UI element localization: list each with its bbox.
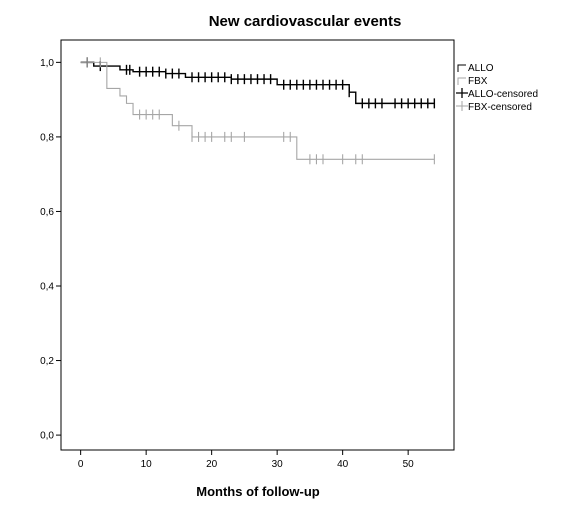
x-tick-label: 0 [78,459,84,470]
legend: ALLO FBX ALLO-censored FBX-censored [456,63,538,113]
legend-item-allo-censored: ALLO-censored [456,88,538,100]
x-tick-label: 40 [337,459,349,470]
legend-label-allo-censored: ALLO-censored [468,89,538,100]
x-tick-label: 30 [272,459,284,470]
legend-label-fbx-censored: FBX-censored [468,102,532,113]
legend-swatch-fbx-censored [456,101,468,111]
y-tick-label: 0,8 [40,132,54,143]
x-tick-label: 10 [141,459,153,470]
legend-item-fbx-censored: FBX-censored [456,101,532,113]
legend-item-fbx: FBX [457,76,488,87]
legend-swatch-fbx [457,77,466,85]
axis-ticks: 0,0 0,2 0,4 0,6 0,8 1,0 0 10 20 30 40 50 [40,58,414,470]
x-tick-label: 50 [403,459,415,470]
legend-label-allo: ALLO [468,63,494,74]
legend-label-fbx: FBX [468,76,488,87]
legend-swatch-allo [457,64,466,72]
legend-item-allo: ALLO [457,63,494,74]
y-tick-label: 0,0 [40,431,54,442]
y-tick-label: 1,0 [40,58,54,69]
x-axis-label: Months of follow-up [196,484,320,499]
y-tick-label: 0,2 [40,356,54,367]
y-tick-label: 0,4 [40,282,54,293]
censor-marks [86,57,436,165]
y-tick-label: 0,6 [40,207,54,218]
chart-title: New cardiovascular events [209,13,402,30]
x-tick-label: 20 [206,459,218,470]
plot-area-frame [60,39,455,451]
legend-swatch-allo-censored [456,88,468,98]
